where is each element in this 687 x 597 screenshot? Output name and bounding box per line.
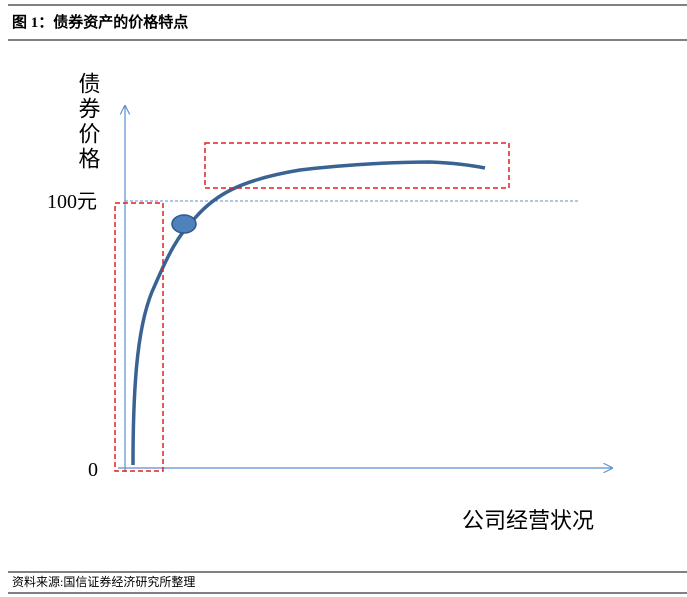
y-axis-label: 债券价格	[76, 72, 101, 172]
price-curve	[131, 160, 486, 466]
highlight-box	[204, 142, 510, 189]
figure-title: 图 1：债券资产的价格特点	[12, 13, 188, 31]
highlight-box	[114, 202, 164, 472]
x-axis-label: 公司经营状况	[462, 508, 594, 533]
y-mark-label: 100元	[47, 191, 97, 213]
source-note: 资料来源:国信证券经济研究所整理	[12, 574, 195, 589]
y-mark-label: 0	[88, 459, 98, 481]
point-marker	[171, 214, 197, 234]
